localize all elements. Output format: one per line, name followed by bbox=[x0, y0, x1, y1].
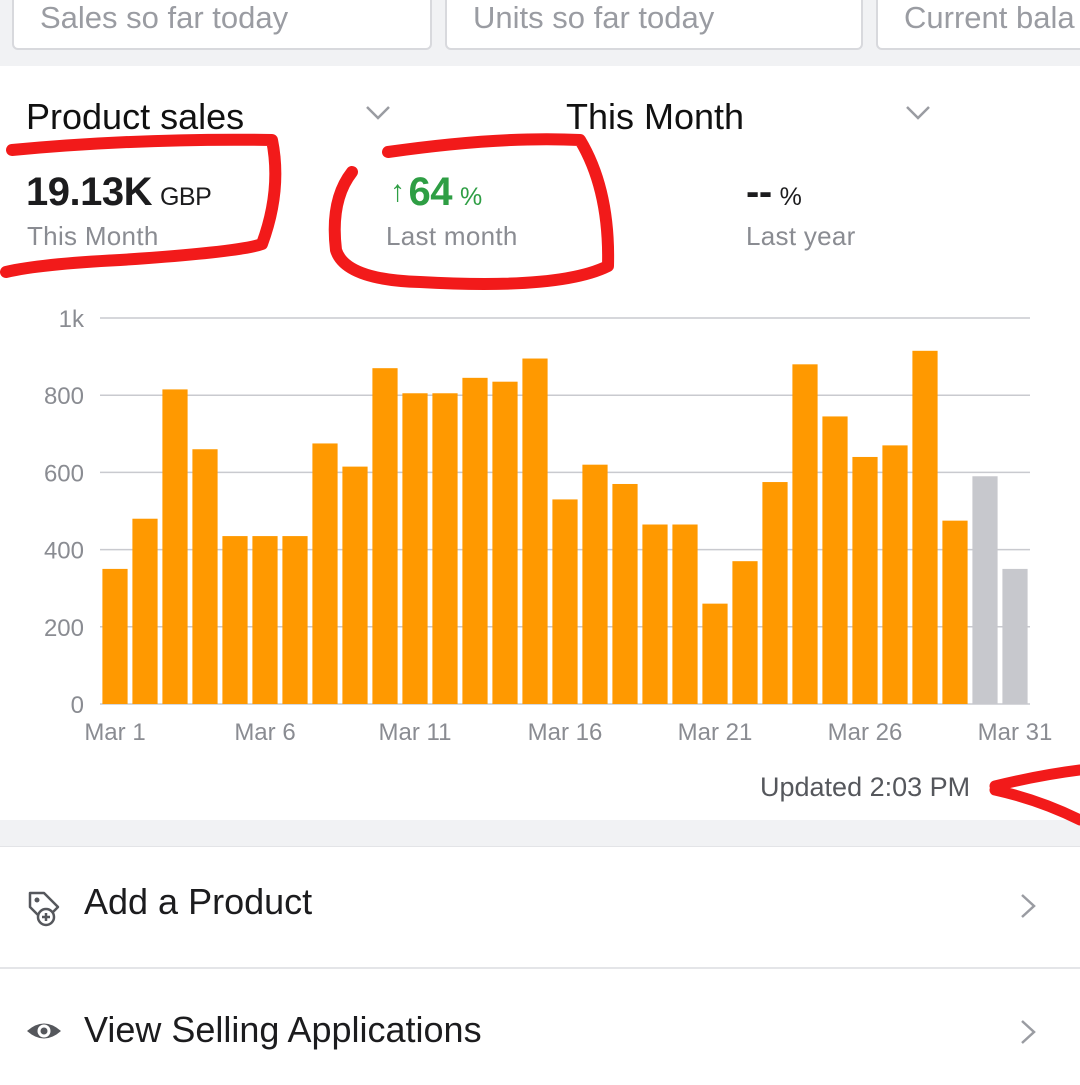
metric-value: 64 bbox=[408, 170, 453, 214]
bar bbox=[1002, 568, 1028, 704]
bar bbox=[432, 393, 458, 704]
x-tick-label: Mar 11 bbox=[379, 719, 452, 746]
tag-add-icon bbox=[28, 891, 60, 927]
bar bbox=[582, 464, 608, 704]
menu-row-view-selling-apps[interactable]: View Selling Applications bbox=[0, 967, 1080, 1085]
bar bbox=[492, 381, 518, 704]
bar bbox=[942, 520, 968, 704]
bar bbox=[552, 499, 578, 704]
stat-card-label: Units so far today bbox=[473, 0, 715, 35]
y-tick-label: 400 bbox=[44, 538, 84, 565]
y-tick-label: 1k bbox=[59, 306, 85, 333]
stat-card-label: Sales so far today bbox=[40, 0, 289, 35]
menu-row-add-product[interactable]: Add a Product bbox=[0, 847, 1080, 965]
arrow-up-icon: ↑ bbox=[390, 175, 405, 208]
metric-unit: % bbox=[779, 183, 802, 211]
bar bbox=[702, 603, 728, 704]
metric-label: This Month bbox=[27, 221, 159, 251]
metric-this-month: 19.13K GBP bbox=[26, 170, 212, 215]
menu-label: View Selling Applications bbox=[84, 1009, 482, 1050]
x-tick-label: Mar 1 bbox=[84, 719, 145, 746]
x-tick-label: Mar 16 bbox=[528, 719, 603, 746]
row-divider bbox=[0, 967, 1080, 969]
bar bbox=[852, 456, 878, 704]
metric-last-year: --% bbox=[746, 170, 802, 215]
bar bbox=[342, 466, 368, 704]
eye-icon bbox=[27, 1023, 61, 1039]
period-selector[interactable]: This Month bbox=[566, 96, 745, 137]
y-tick-label: 200 bbox=[44, 615, 84, 642]
bar bbox=[282, 536, 308, 704]
bar bbox=[792, 364, 818, 704]
bar bbox=[732, 561, 758, 704]
y-tick-label: 0 bbox=[71, 692, 84, 719]
x-tick-label: Mar 26 bbox=[828, 719, 903, 746]
metric-unit: GBP bbox=[159, 183, 212, 211]
bar bbox=[522, 358, 548, 704]
menu-label: Add a Product bbox=[84, 881, 313, 922]
x-tick-label: Mar 31 bbox=[978, 719, 1053, 746]
bar bbox=[192, 449, 218, 704]
metric-last-month: ↑ 64% bbox=[390, 170, 482, 215]
stat-cards-strip: Sales so far today Units so far today Cu… bbox=[0, 0, 1080, 66]
bar bbox=[972, 476, 998, 704]
sales-bar-chart: 0 200 400 600 800 1k Mar 1 Mar 6 Mar 11 Mar 16 Mar… bbox=[0, 290, 1080, 760]
bar bbox=[402, 393, 428, 704]
bar bbox=[102, 568, 128, 704]
bar bbox=[132, 518, 158, 704]
bar bbox=[882, 445, 908, 704]
x-tick-label: Mar 6 bbox=[234, 719, 295, 746]
chart-svg: 0 200 400 600 800 1k Mar 1 Mar 6 Mar 11 Mar 16 Mar… bbox=[44, 306, 1053, 746]
bar bbox=[372, 368, 398, 704]
metric-selector[interactable]: Product sales bbox=[26, 96, 245, 137]
stat-card-label: Current bala bbox=[904, 0, 1075, 35]
chevron-right-icon bbox=[1021, 1020, 1036, 1044]
bar bbox=[312, 443, 338, 704]
stat-card-units-today[interactable]: Units so far today bbox=[445, 0, 863, 50]
bar bbox=[612, 483, 638, 704]
section-divider bbox=[0, 820, 1080, 847]
bar bbox=[252, 536, 278, 704]
bar bbox=[912, 350, 938, 704]
chevron-right-icon bbox=[1021, 894, 1036, 918]
bar bbox=[672, 524, 698, 704]
bar bbox=[162, 389, 188, 704]
stat-card-current-balance[interactable]: Current bala bbox=[876, 0, 1080, 50]
bar bbox=[762, 482, 788, 704]
bar bbox=[642, 524, 668, 704]
chevron-down-icon[interactable] bbox=[363, 100, 393, 124]
stat-card-sales-today[interactable]: Sales so far today bbox=[12, 0, 432, 50]
updated-timestamp: Updated 2:03 PM bbox=[760, 772, 971, 802]
chevron-down-icon[interactable] bbox=[903, 100, 933, 124]
x-tick-label: Mar 21 bbox=[678, 719, 753, 746]
metric-value: -- bbox=[746, 170, 772, 214]
bar bbox=[822, 416, 848, 704]
metric-label: Last month bbox=[386, 221, 518, 251]
metric-label: Last year bbox=[746, 221, 856, 251]
metric-value: 19.13K bbox=[26, 170, 152, 214]
bar bbox=[462, 377, 488, 704]
metric-unit: % bbox=[460, 183, 482, 211]
y-tick-label: 600 bbox=[44, 460, 84, 487]
y-tick-label: 800 bbox=[44, 383, 84, 410]
bar bbox=[222, 536, 248, 704]
